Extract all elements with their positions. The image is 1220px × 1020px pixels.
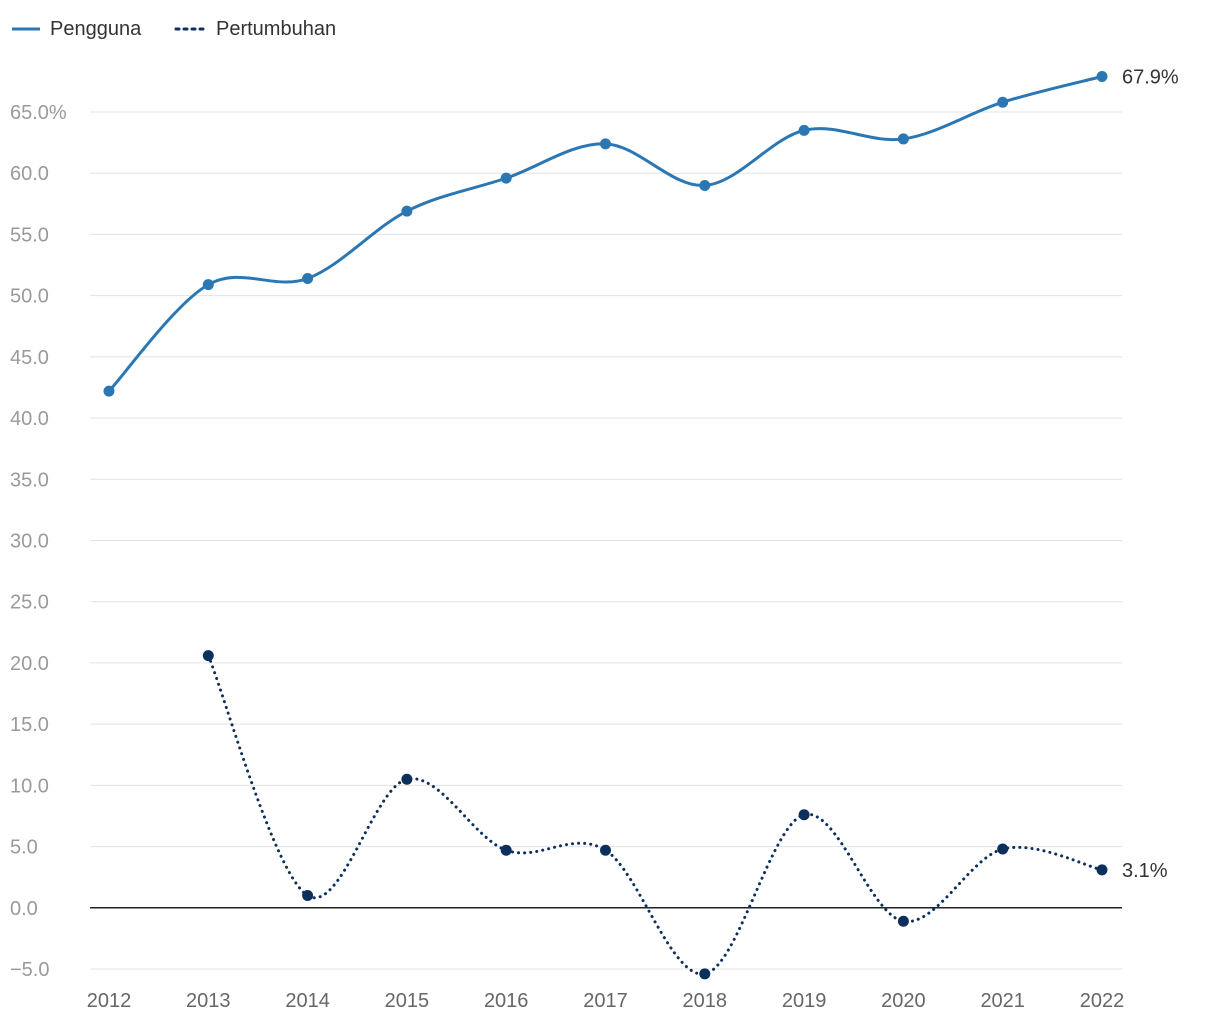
data-point-pertumbuhan bbox=[798, 809, 810, 821]
x-tick-label: 2017 bbox=[583, 990, 628, 1012]
y-tick-label: −5.0 bbox=[10, 959, 49, 981]
x-tick-label: 2015 bbox=[385, 990, 430, 1012]
x-tick-label: 2021 bbox=[980, 990, 1025, 1012]
data-point-pengguna bbox=[500, 172, 512, 184]
x-tick-label: 2012 bbox=[87, 990, 132, 1012]
x-tick-label: 2018 bbox=[683, 990, 728, 1012]
data-point-pertumbuhan bbox=[302, 890, 314, 902]
y-tick-label: 30.0 bbox=[10, 531, 49, 553]
data-point-pengguna bbox=[401, 205, 413, 217]
x-tick-label: 2014 bbox=[285, 990, 330, 1012]
data-point-pengguna bbox=[302, 273, 314, 285]
y-tick-label: 0.0 bbox=[10, 898, 38, 920]
x-tick-label: 2019 bbox=[782, 990, 827, 1012]
y-tick-label: 10.0 bbox=[10, 775, 49, 797]
data-point-pertumbuhan bbox=[897, 915, 909, 927]
data-point-pengguna bbox=[103, 385, 115, 397]
data-point-pengguna bbox=[897, 133, 909, 145]
x-tick-label: 2020 bbox=[881, 990, 926, 1012]
data-point-pengguna bbox=[202, 279, 214, 291]
data-point-pertumbuhan bbox=[1096, 864, 1108, 876]
y-tick-label: 50.0 bbox=[10, 286, 49, 308]
gridlines bbox=[90, 111, 1122, 970]
end-label-pengguna: 67.9% bbox=[1122, 66, 1179, 88]
series-line-pengguna bbox=[107, 74, 1104, 393]
data-point-pertumbuhan bbox=[500, 844, 512, 856]
y-tick-label: 35.0 bbox=[10, 469, 49, 491]
x-axis: 2012 2013 2014 2015 2016 2017 2018 2019 2020 2021… bbox=[87, 990, 1125, 1012]
data-point-pengguna bbox=[699, 179, 711, 191]
series-line-pertumbuhan bbox=[206, 654, 1104, 976]
data-point-pertumbuhan bbox=[997, 843, 1009, 855]
y-tick-label: 60.0 bbox=[10, 163, 49, 185]
y-tick-label: 5.0 bbox=[10, 837, 38, 859]
data-point-pertumbuhan bbox=[600, 844, 611, 856]
data-point-pengguna bbox=[997, 96, 1009, 108]
y-tick-label: 45.0 bbox=[10, 347, 49, 369]
data-point-pengguna bbox=[798, 124, 810, 136]
y-tick-label: 55.0 bbox=[10, 224, 49, 246]
x-tick-label: 2022 bbox=[1080, 990, 1125, 1012]
x-tick-label: 2016 bbox=[484, 990, 529, 1012]
data-point-pertumbuhan bbox=[699, 968, 711, 980]
y-tick-label: 15.0 bbox=[10, 714, 49, 736]
series-layer bbox=[103, 70, 1108, 980]
end-label-pertumbuhan: 3.1% bbox=[1122, 860, 1168, 882]
data-point-pengguna bbox=[1096, 70, 1108, 82]
y-tick-label: 25.0 bbox=[10, 592, 49, 614]
data-point-pengguna bbox=[600, 138, 611, 150]
end-labels: 67.9% 3.1% bbox=[1122, 66, 1179, 881]
y-tick-label: 40.0 bbox=[10, 408, 49, 430]
data-point-pertumbuhan bbox=[202, 650, 214, 662]
y-tick-label: 65.0% bbox=[10, 102, 67, 124]
legend-label-pengguna: Pengguna bbox=[50, 18, 142, 40]
x-tick-label: 2013 bbox=[186, 990, 231, 1012]
legend-label-pertumbuhan: Pertumbuhan bbox=[216, 18, 336, 40]
legend: Pengguna Pertumbuhan bbox=[12, 18, 336, 40]
y-tick-label: 20.0 bbox=[10, 653, 49, 675]
data-point-pertumbuhan bbox=[401, 773, 413, 785]
y-axis: 65.0% 60.0 55.0 50.0 45.0 40.0 35.0 30.0 25.0 20.… bbox=[10, 102, 67, 981]
